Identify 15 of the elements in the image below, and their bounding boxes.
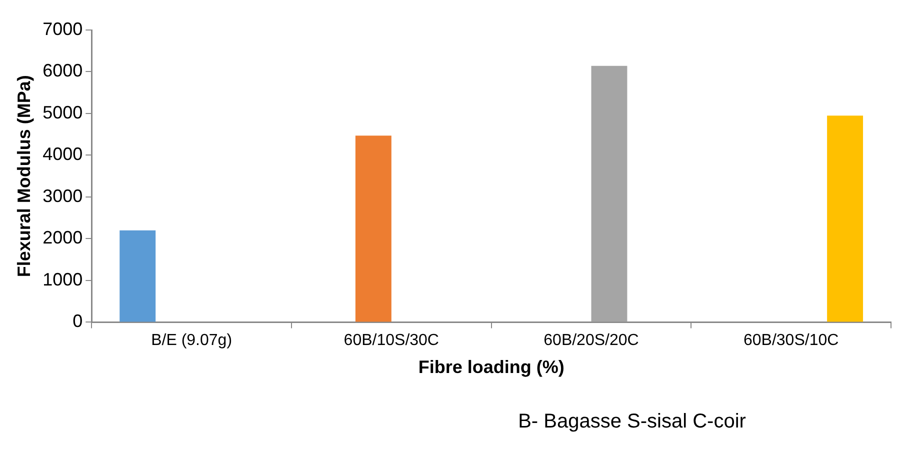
text: B- Bagasse S-sisal C-coir <box>518 410 746 433</box>
x-tick-label: 60B/20S/20C <box>544 332 639 350</box>
y-tick-label: 7000 <box>42 18 83 39</box>
y-tick-label: 2000 <box>42 228 83 248</box>
x-tick-label: 60B/10S/30C <box>344 332 439 350</box>
y-tick-label: 5000 <box>42 102 83 122</box>
y-tick-label: 1000 <box>42 269 83 290</box>
x-axis-title: Fibre loading (%) <box>418 357 564 378</box>
y-tick-label: 4000 <box>42 144 83 164</box>
y-tick-label: 0 <box>72 311 83 332</box>
y-axis-title: Flexural Modulus (MPa) <box>14 75 34 278</box>
x-tick-label: B/E (9.07g) <box>151 332 232 350</box>
y-tick-label: 6000 <box>42 60 83 81</box>
y-tick-label: 3000 <box>42 186 83 206</box>
x-tick-label: 60B/30S/10C <box>743 332 839 350</box>
